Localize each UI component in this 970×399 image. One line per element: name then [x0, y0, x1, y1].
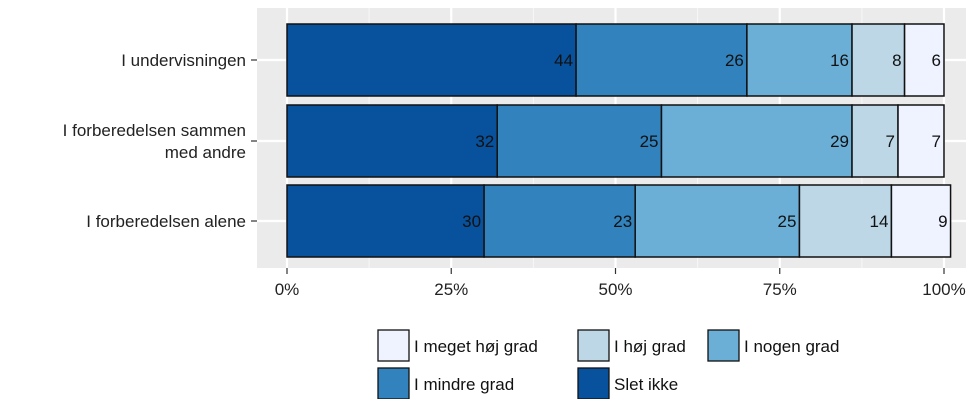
data-label: 30	[462, 212, 481, 231]
x-tick-label: 75%	[763, 280, 797, 299]
data-label: 23	[613, 212, 632, 231]
bar-segment	[286, 184, 485, 258]
legend-swatch	[377, 367, 410, 399]
legend-swatch	[377, 329, 410, 362]
x-tick-label: 100%	[922, 280, 965, 299]
x-tick-label: 0%	[275, 280, 300, 299]
data-label: 7	[932, 132, 941, 151]
bar-segment	[660, 104, 853, 178]
bars: 44 26 16 8 6 32 25 29 7 7 30 23 25 14 9	[286, 23, 952, 258]
data-label: 6	[932, 51, 941, 70]
bar-segment	[851, 104, 899, 178]
category-label: I forberedelsen alene	[86, 212, 246, 231]
bar-segment	[286, 104, 498, 178]
legend-label: I meget høj grad	[414, 337, 538, 356]
data-label: 14	[870, 212, 889, 231]
y-axis: I undervisningen I forberedelsen sammen me…	[63, 51, 257, 231]
data-label: 32	[475, 132, 494, 151]
legend-label: Slet ikke	[614, 375, 678, 394]
data-label: 25	[778, 212, 797, 231]
bar-segment	[798, 184, 893, 258]
data-label: 26	[725, 51, 744, 70]
bar-segment	[746, 23, 853, 97]
bar-segment	[890, 184, 952, 258]
legend-swatch	[577, 367, 610, 399]
x-tick-label: 25%	[434, 280, 468, 299]
bar-segment	[286, 23, 577, 97]
bar-segment	[575, 23, 748, 97]
legend-label: I nogen grad	[744, 337, 839, 356]
category-label: I forberedelsen sammen med andre	[63, 121, 246, 162]
bar-segment	[483, 184, 636, 258]
data-label: 16	[830, 51, 849, 70]
data-label: 29	[830, 132, 849, 151]
data-label: 8	[892, 51, 901, 70]
category-label-line: I forberedelsen alene	[86, 212, 246, 231]
bar-segment	[897, 104, 945, 178]
data-label: 25	[640, 132, 659, 151]
category-label-line: I forberedelsen sammen	[63, 121, 246, 140]
bar-segment	[496, 104, 663, 178]
bar-segment	[903, 23, 945, 97]
x-tick-label: 50%	[598, 280, 632, 299]
legend-swatch	[577, 329, 610, 362]
data-label: 9	[938, 212, 947, 231]
data-label: 7	[886, 132, 895, 151]
legend: I meget høj grad I høj grad I nogen grad I …	[377, 329, 839, 399]
data-label: 44	[554, 51, 573, 70]
bar-segment	[634, 184, 801, 258]
category-label-line: med andre	[165, 143, 246, 162]
category-label: I undervisningen	[121, 51, 246, 70]
legend-label: I mindre grad	[414, 375, 514, 394]
x-axis: 0% 25% 50% 75% 100%	[275, 268, 966, 299]
legend-swatch	[707, 329, 740, 362]
category-label-line: I undervisningen	[121, 51, 246, 70]
legend-label: I høj grad	[614, 337, 686, 356]
